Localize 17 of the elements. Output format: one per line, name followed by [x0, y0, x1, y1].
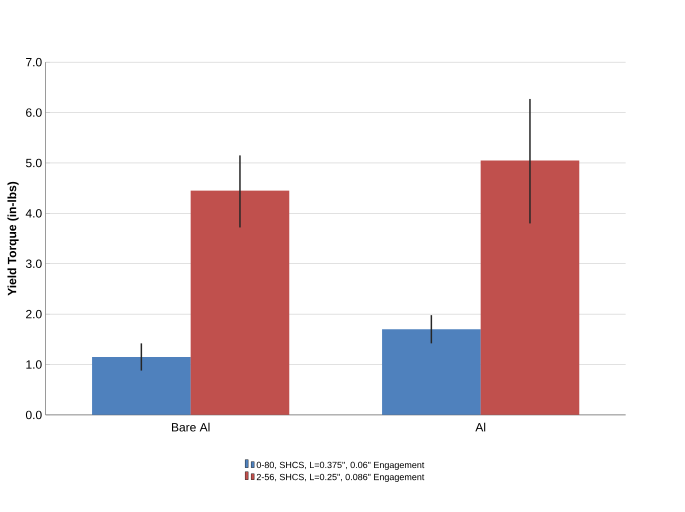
bar — [382, 329, 481, 416]
bar — [190, 190, 290, 416]
y-tick-label: 2.0 — [26, 310, 42, 319]
bar — [92, 357, 191, 416]
y-axis-title: Yield Torque (in-lbs) — [7, 182, 19, 296]
y-tick-label: 4.0 — [26, 209, 42, 218]
legend-label: 0-80, SHCS, L=0.375", 0.06" Engagement — [256, 462, 424, 470]
bar — [480, 160, 580, 416]
y-tick-label: 0.0 — [26, 410, 42, 420]
y-tick-label: 3.0 — [26, 260, 42, 268]
y-tick-label: 1.0 — [26, 360, 42, 369]
legend-label: 2-56, SHCS, L=0.25", 0.086" Engagement — [256, 474, 424, 482]
y-tick-label: 7.0 — [26, 58, 42, 67]
x-tick-label: Al — [475, 422, 486, 432]
x-tick-label: Bare Al — [172, 422, 210, 432]
y-tick-label: 6.0 — [26, 108, 42, 117]
y-tick-label: 5.0 — [26, 158, 42, 168]
